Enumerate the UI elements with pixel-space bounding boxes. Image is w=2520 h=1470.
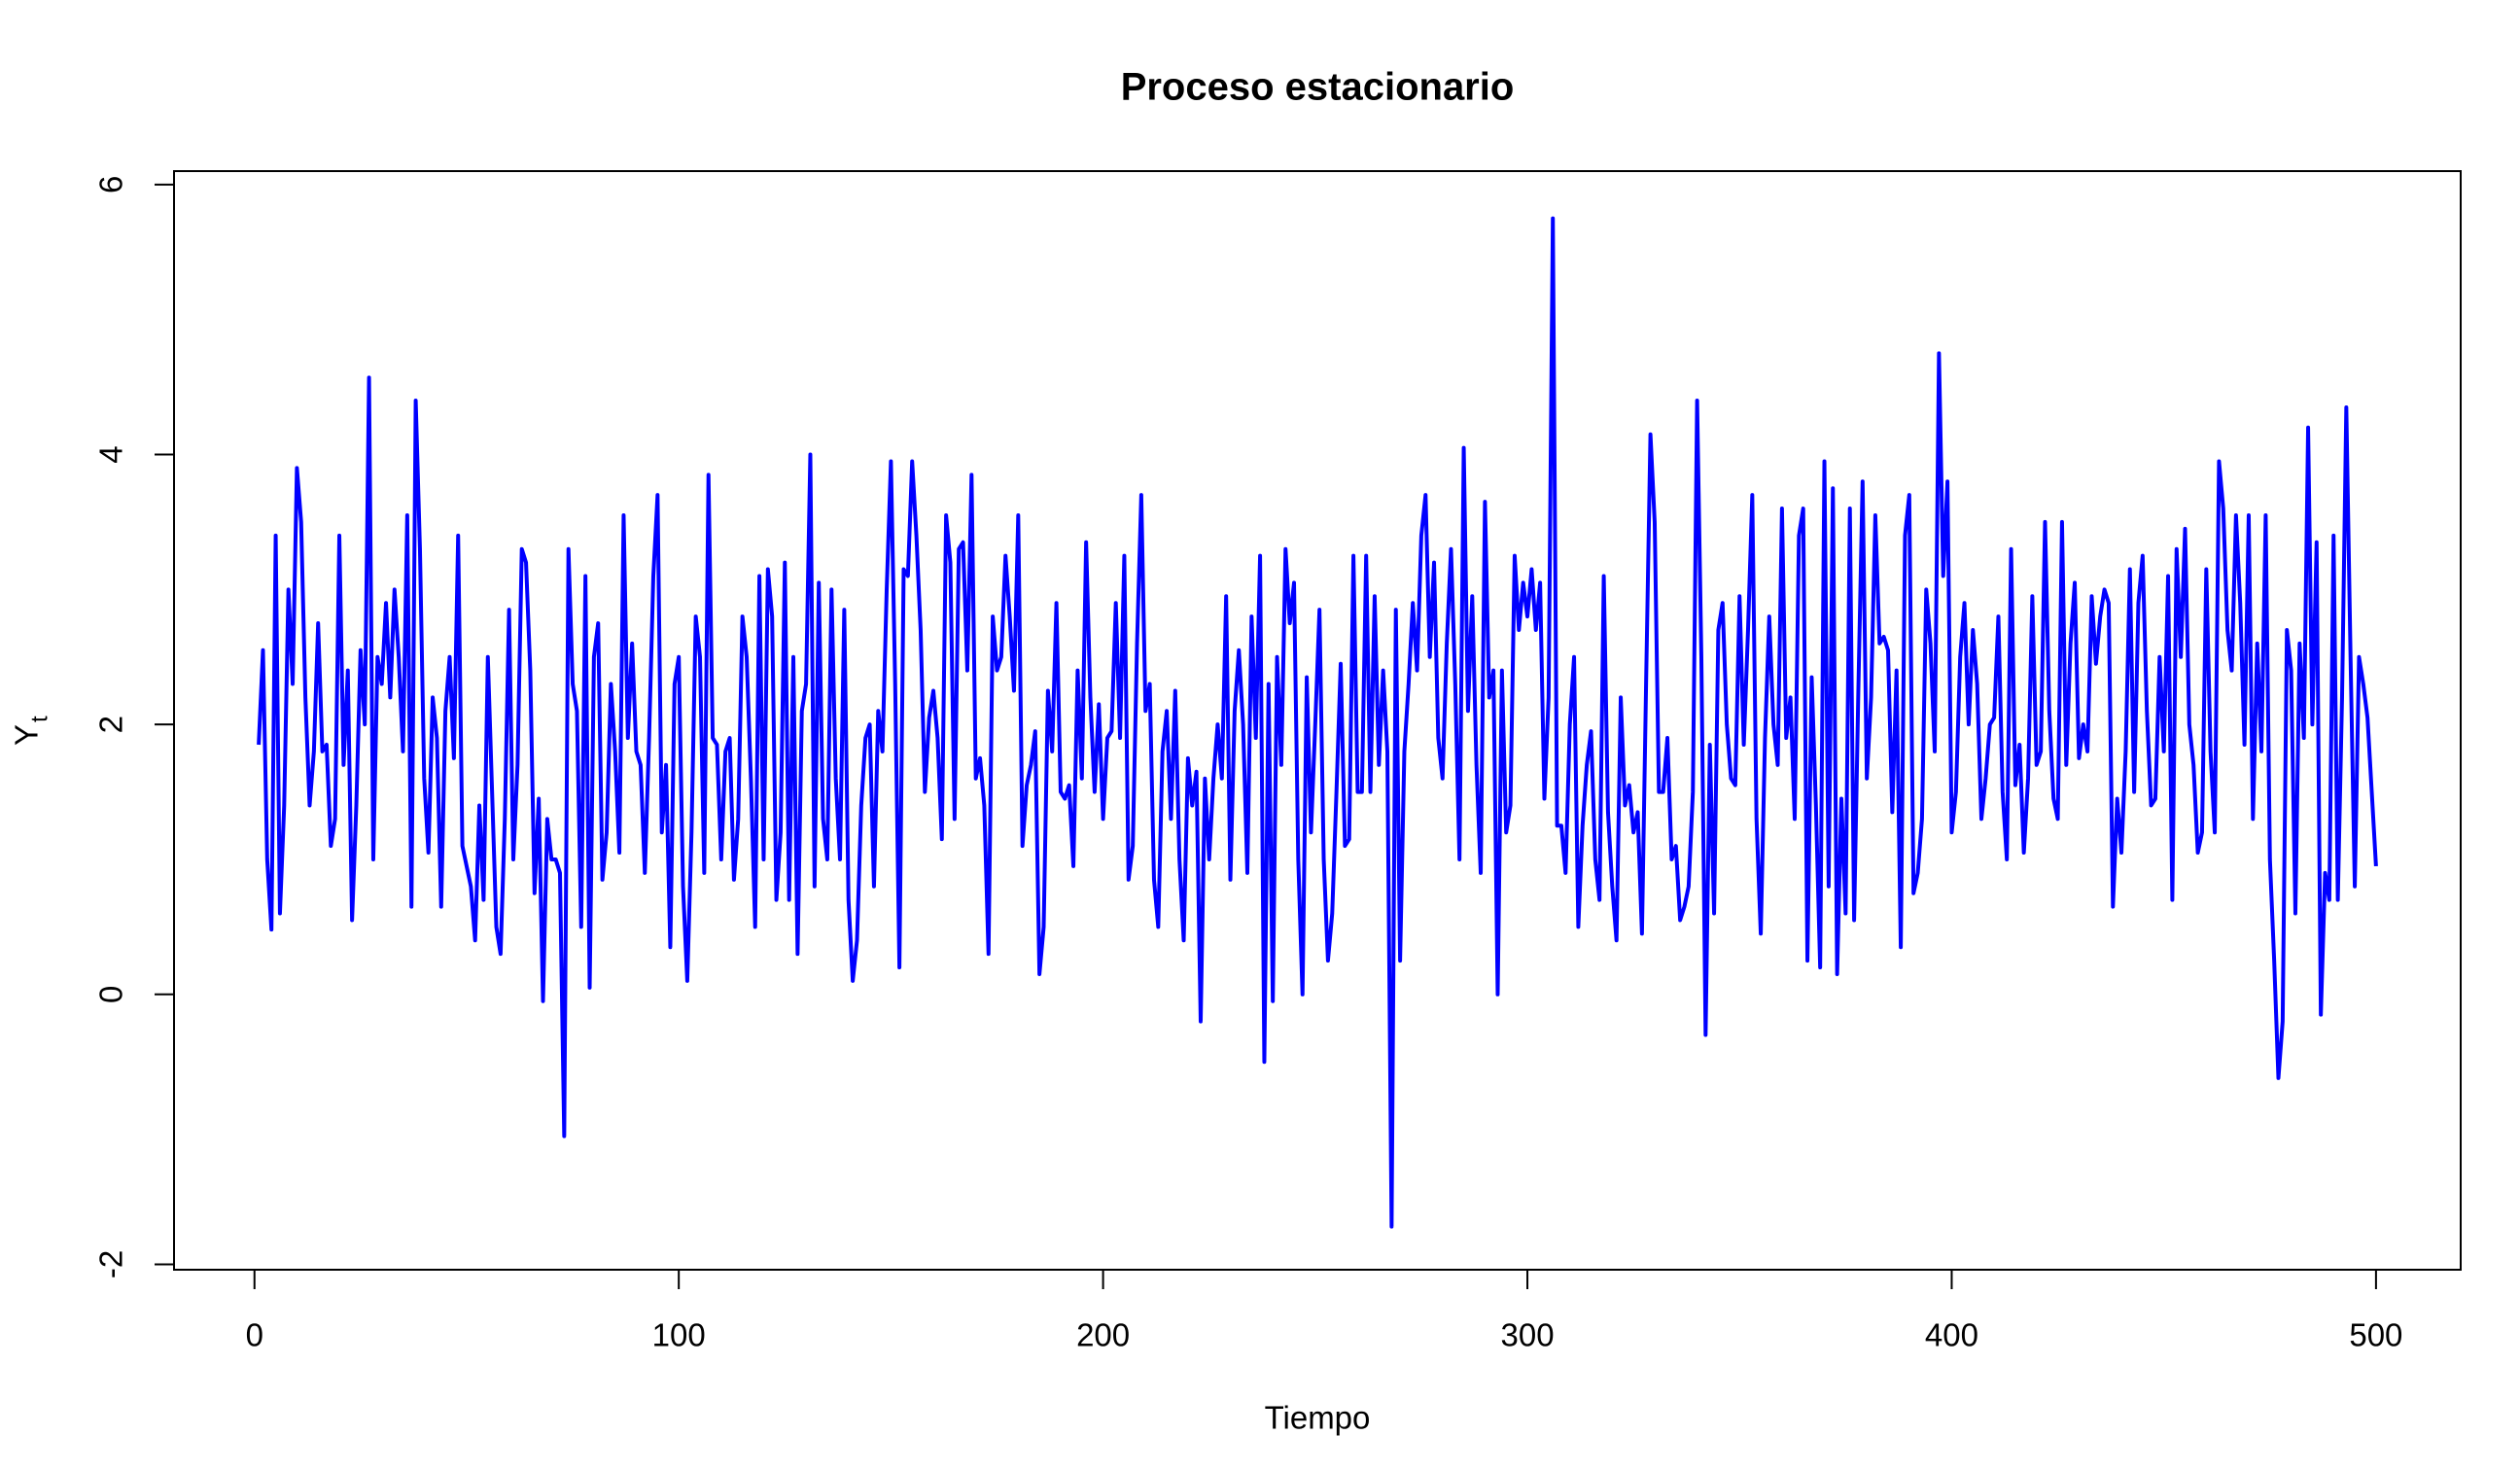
- x-tick-label: 0: [246, 1317, 263, 1353]
- y-axis-label: Y t: [9, 716, 53, 746]
- y-tick-label: 4: [93, 445, 129, 463]
- y-tick-label: 2: [93, 716, 129, 733]
- x-tick-label: 100: [652, 1317, 706, 1353]
- y-axis-label-main: Y: [9, 724, 45, 746]
- x-tick-label: 200: [1076, 1317, 1130, 1353]
- plot-frame: [173, 170, 2462, 1271]
- y-tick-label: -2: [93, 1250, 129, 1278]
- y-tick-label: 6: [93, 176, 129, 193]
- y-axis-label-sub: t: [26, 716, 52, 722]
- data-line: [257, 216, 2378, 1229]
- x-axis-label: Tiempo: [1265, 1400, 1371, 1436]
- x-tick-label: 300: [1501, 1317, 1555, 1353]
- y-tick-label: 0: [93, 986, 129, 1003]
- x-tick-label: 400: [1925, 1317, 1978, 1353]
- chart-title: Proceso estacionario: [1121, 66, 1515, 109]
- x-tick-label: 500: [2349, 1317, 2402, 1353]
